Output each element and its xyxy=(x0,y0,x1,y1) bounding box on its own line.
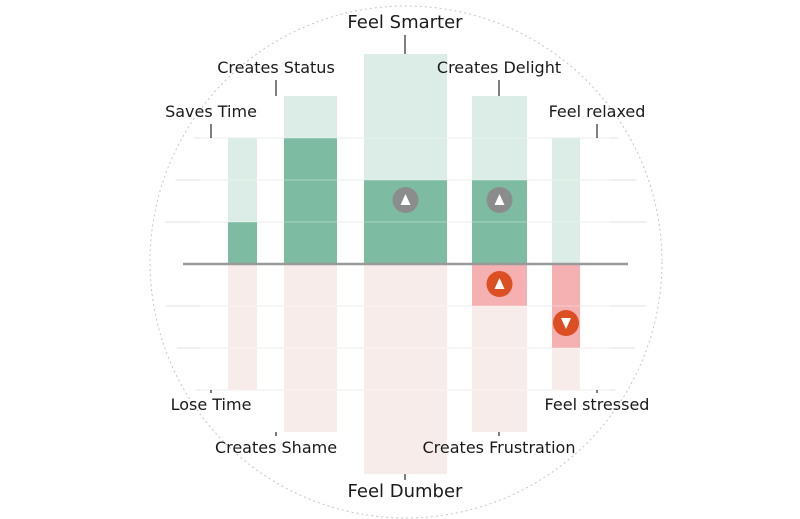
boundary-circle xyxy=(149,5,663,519)
bottom-label: Feel stressed xyxy=(545,395,650,414)
bottom-label: Creates Frustration xyxy=(423,438,576,457)
triangle-up-icon xyxy=(494,194,505,205)
bar-track-negative xyxy=(228,264,257,390)
triangle-up-icon xyxy=(400,194,411,205)
top-label: Saves Time xyxy=(165,102,257,121)
bottom-label: Creates Shame xyxy=(215,438,337,457)
bar-track-positive xyxy=(552,138,580,264)
bottom-label: Feel Dumber xyxy=(348,481,464,502)
top-label: Feel relaxed xyxy=(549,102,646,121)
triangle-up-icon xyxy=(494,278,505,289)
top-label: Creates Status xyxy=(217,58,335,77)
bar-track-negative xyxy=(364,264,447,474)
bar-positive xyxy=(228,222,257,264)
triangle-down-icon xyxy=(561,318,571,329)
top-label: Creates Delight xyxy=(437,58,561,77)
bar-track-negative xyxy=(284,264,337,432)
top-label: Feel Smarter xyxy=(347,12,463,33)
bottom-label: Lose Time xyxy=(171,395,252,414)
bar-positive xyxy=(284,138,337,264)
